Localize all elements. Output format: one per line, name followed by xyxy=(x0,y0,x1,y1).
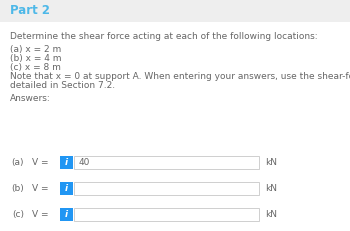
Text: V =: V = xyxy=(32,158,48,167)
Text: i: i xyxy=(65,210,68,219)
Text: detailed in Section 7.2.: detailed in Section 7.2. xyxy=(10,81,115,90)
FancyBboxPatch shape xyxy=(74,182,259,195)
FancyBboxPatch shape xyxy=(60,182,73,195)
FancyBboxPatch shape xyxy=(74,208,259,221)
Text: (a): (a) xyxy=(12,158,24,167)
Text: i: i xyxy=(65,158,68,167)
Text: (b): (b) xyxy=(12,184,24,193)
Text: (c): (c) xyxy=(12,210,24,219)
Text: kN: kN xyxy=(265,184,277,193)
FancyBboxPatch shape xyxy=(60,208,73,221)
Text: 40: 40 xyxy=(79,158,90,167)
FancyBboxPatch shape xyxy=(74,156,259,169)
Text: Determine the shear force acting at each of the following locations:: Determine the shear force acting at each… xyxy=(10,32,318,41)
FancyBboxPatch shape xyxy=(60,156,73,169)
Text: (b) x = 4 m: (b) x = 4 m xyxy=(10,54,62,63)
Text: Answers:: Answers: xyxy=(10,94,51,103)
Text: Part 2: Part 2 xyxy=(10,4,50,18)
Text: Note that x = 0 at support A. When entering your answers, use the shear-force si: Note that x = 0 at support A. When enter… xyxy=(10,72,350,81)
FancyBboxPatch shape xyxy=(0,0,350,22)
Text: V =: V = xyxy=(32,210,48,219)
Text: (c) x = 8 m: (c) x = 8 m xyxy=(10,63,61,72)
FancyBboxPatch shape xyxy=(0,22,350,231)
Text: (a) x = 2 m: (a) x = 2 m xyxy=(10,45,61,54)
Text: i: i xyxy=(65,184,68,193)
Text: V =: V = xyxy=(32,184,48,193)
Text: kN: kN xyxy=(265,158,277,167)
Text: kN: kN xyxy=(265,210,277,219)
